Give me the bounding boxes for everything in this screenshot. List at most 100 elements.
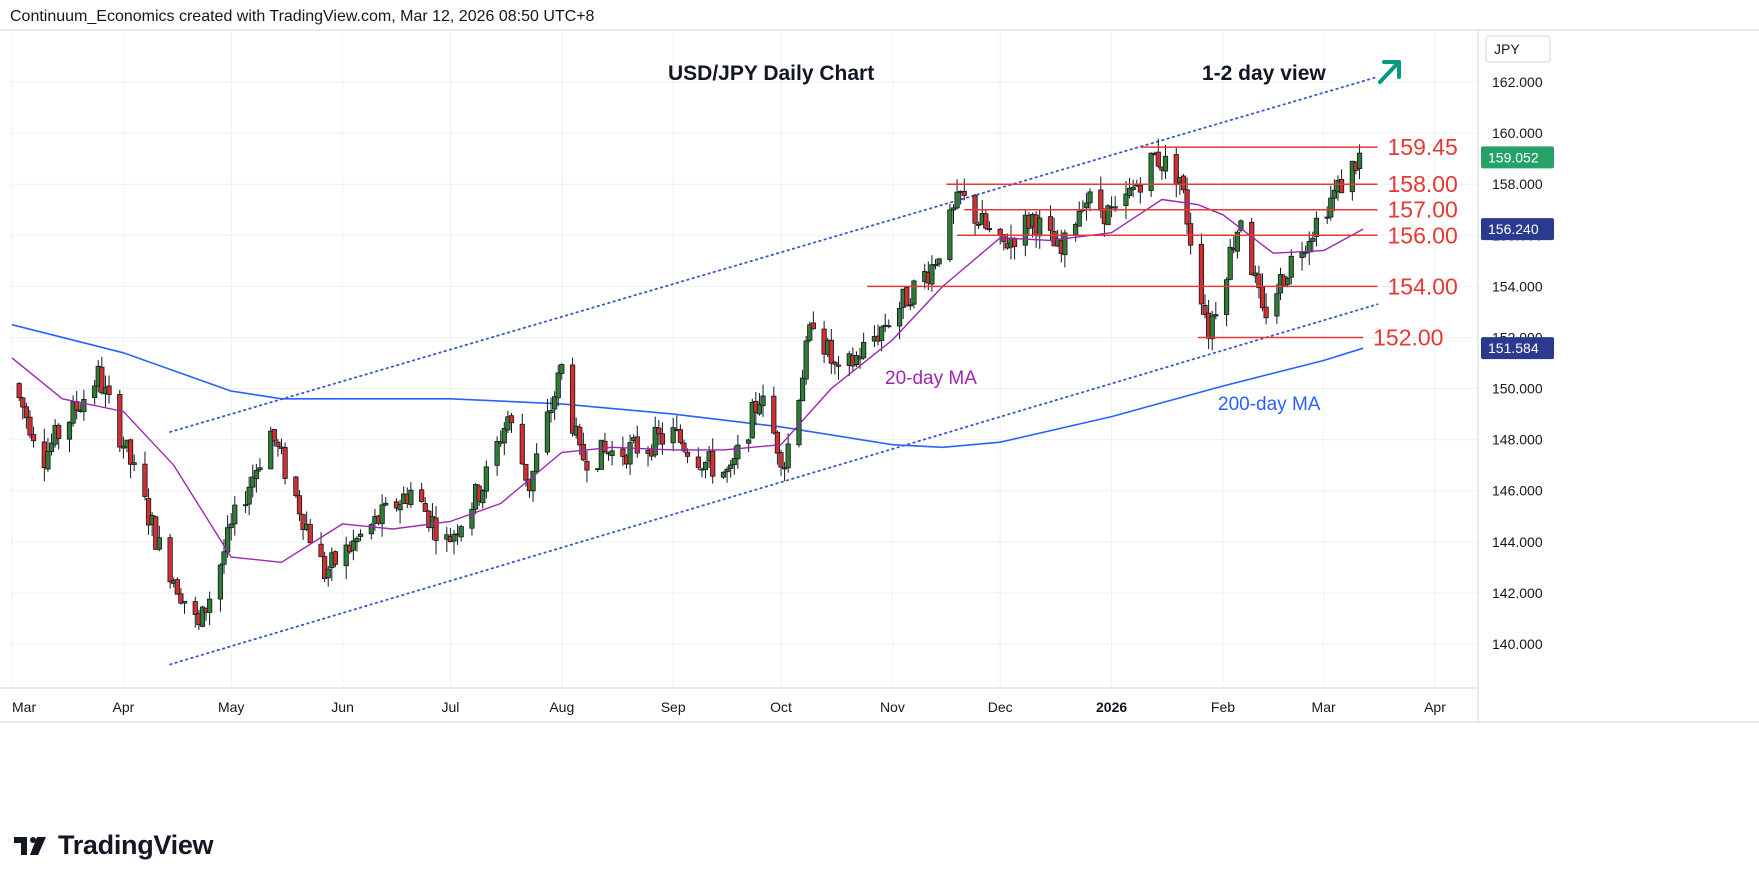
candle-body [1223,279,1230,316]
candle-body [983,213,989,229]
candle [1256,265,1262,299]
candle [778,449,784,476]
candle-body [433,517,439,541]
candle [419,482,425,503]
candle-body [1188,223,1194,246]
x-tick-label: Feb [1211,699,1235,715]
candle [181,600,188,614]
candle-body [318,543,324,558]
candle-body [1299,252,1305,259]
candle-body [1238,220,1244,231]
candle [904,285,910,307]
candle [1198,233,1205,315]
candle-body [904,287,910,307]
candle-body [27,416,33,436]
x-tick-label: Oct [770,699,792,715]
candle-body [153,516,159,550]
candle [799,369,806,402]
x-tick-label: Mar [1312,699,1336,715]
candle [16,381,22,402]
candle [735,434,741,469]
tradingview-logo[interactable]: TradingView [14,830,214,861]
candle [232,496,238,536]
candle [886,319,892,329]
candle-body [322,556,328,580]
candle [1349,160,1355,201]
candle [1148,152,1154,198]
candle [45,437,51,472]
candle [569,357,576,437]
candle-body [724,468,730,473]
candle-body [961,190,967,196]
candle-body [70,401,76,424]
y-tick-label: 148.000 [1492,432,1543,448]
candle-body [695,456,701,468]
candle-body [976,223,982,226]
candle [771,386,777,435]
candle [1313,211,1320,247]
price-axis[interactable]: 140.000 142.000 144.000 146.000 148.000 150.0… [1477,30,1554,722]
candle-body [602,440,608,453]
candle-body [1213,314,1219,317]
candle [972,193,978,236]
candle-body [681,442,687,452]
candle [1338,169,1345,194]
candle-body [1126,187,1133,196]
candle [307,519,313,544]
candle [1249,217,1255,276]
candle-body [1313,217,1320,237]
candle-body [131,462,137,465]
candle [145,488,152,535]
candle [242,491,249,514]
candle [350,529,356,561]
candle-body [1180,175,1187,191]
tradingview-logo-icon [14,836,46,855]
candle-body [181,600,188,604]
candle-body [559,364,565,374]
candle [832,360,838,375]
price-tag-bg [1481,218,1554,241]
candle-body [861,342,867,359]
candle [936,258,942,267]
price-tag-ma20: 156.240 [1481,218,1554,241]
candle [81,389,87,421]
candle [357,529,364,542]
channel-line-upper [169,76,1379,433]
candle-body [728,464,734,469]
candle-body [1306,240,1312,253]
candle [268,426,274,470]
candle [911,279,917,309]
candle-body [1349,160,1355,193]
candle-body [422,503,428,512]
candle [318,532,324,558]
candle-body [357,533,364,537]
candle [746,438,752,453]
price-tag-last: 159.052 [1481,146,1554,169]
candle-body [656,427,662,435]
candle [961,178,967,201]
candle [422,497,428,512]
x-tick-label: Sep [661,699,686,715]
candle-body [1047,216,1054,231]
candle [580,432,586,462]
candle [710,438,716,484]
candle [835,356,842,380]
candle-body [954,191,960,209]
candle-body [749,402,755,439]
candle [534,443,540,473]
candle-body [1338,179,1345,194]
time-axis[interactable]: Mar Apr May Jun Jul Aug Sep Oct Nov Dec 2026 Feb Mar… [0,687,1759,723]
candle [1184,177,1190,235]
candle [250,464,256,498]
candle-body [760,395,766,407]
x-tick-label: Jul [441,699,459,715]
ma20-line [11,198,1364,563]
candle [1123,181,1129,219]
ma200-label: 200-day MA [1218,394,1321,415]
candle-body [192,601,198,615]
candle [749,398,755,439]
candle-body [778,452,784,468]
candle-body [886,325,892,328]
candle-body [1155,151,1161,167]
